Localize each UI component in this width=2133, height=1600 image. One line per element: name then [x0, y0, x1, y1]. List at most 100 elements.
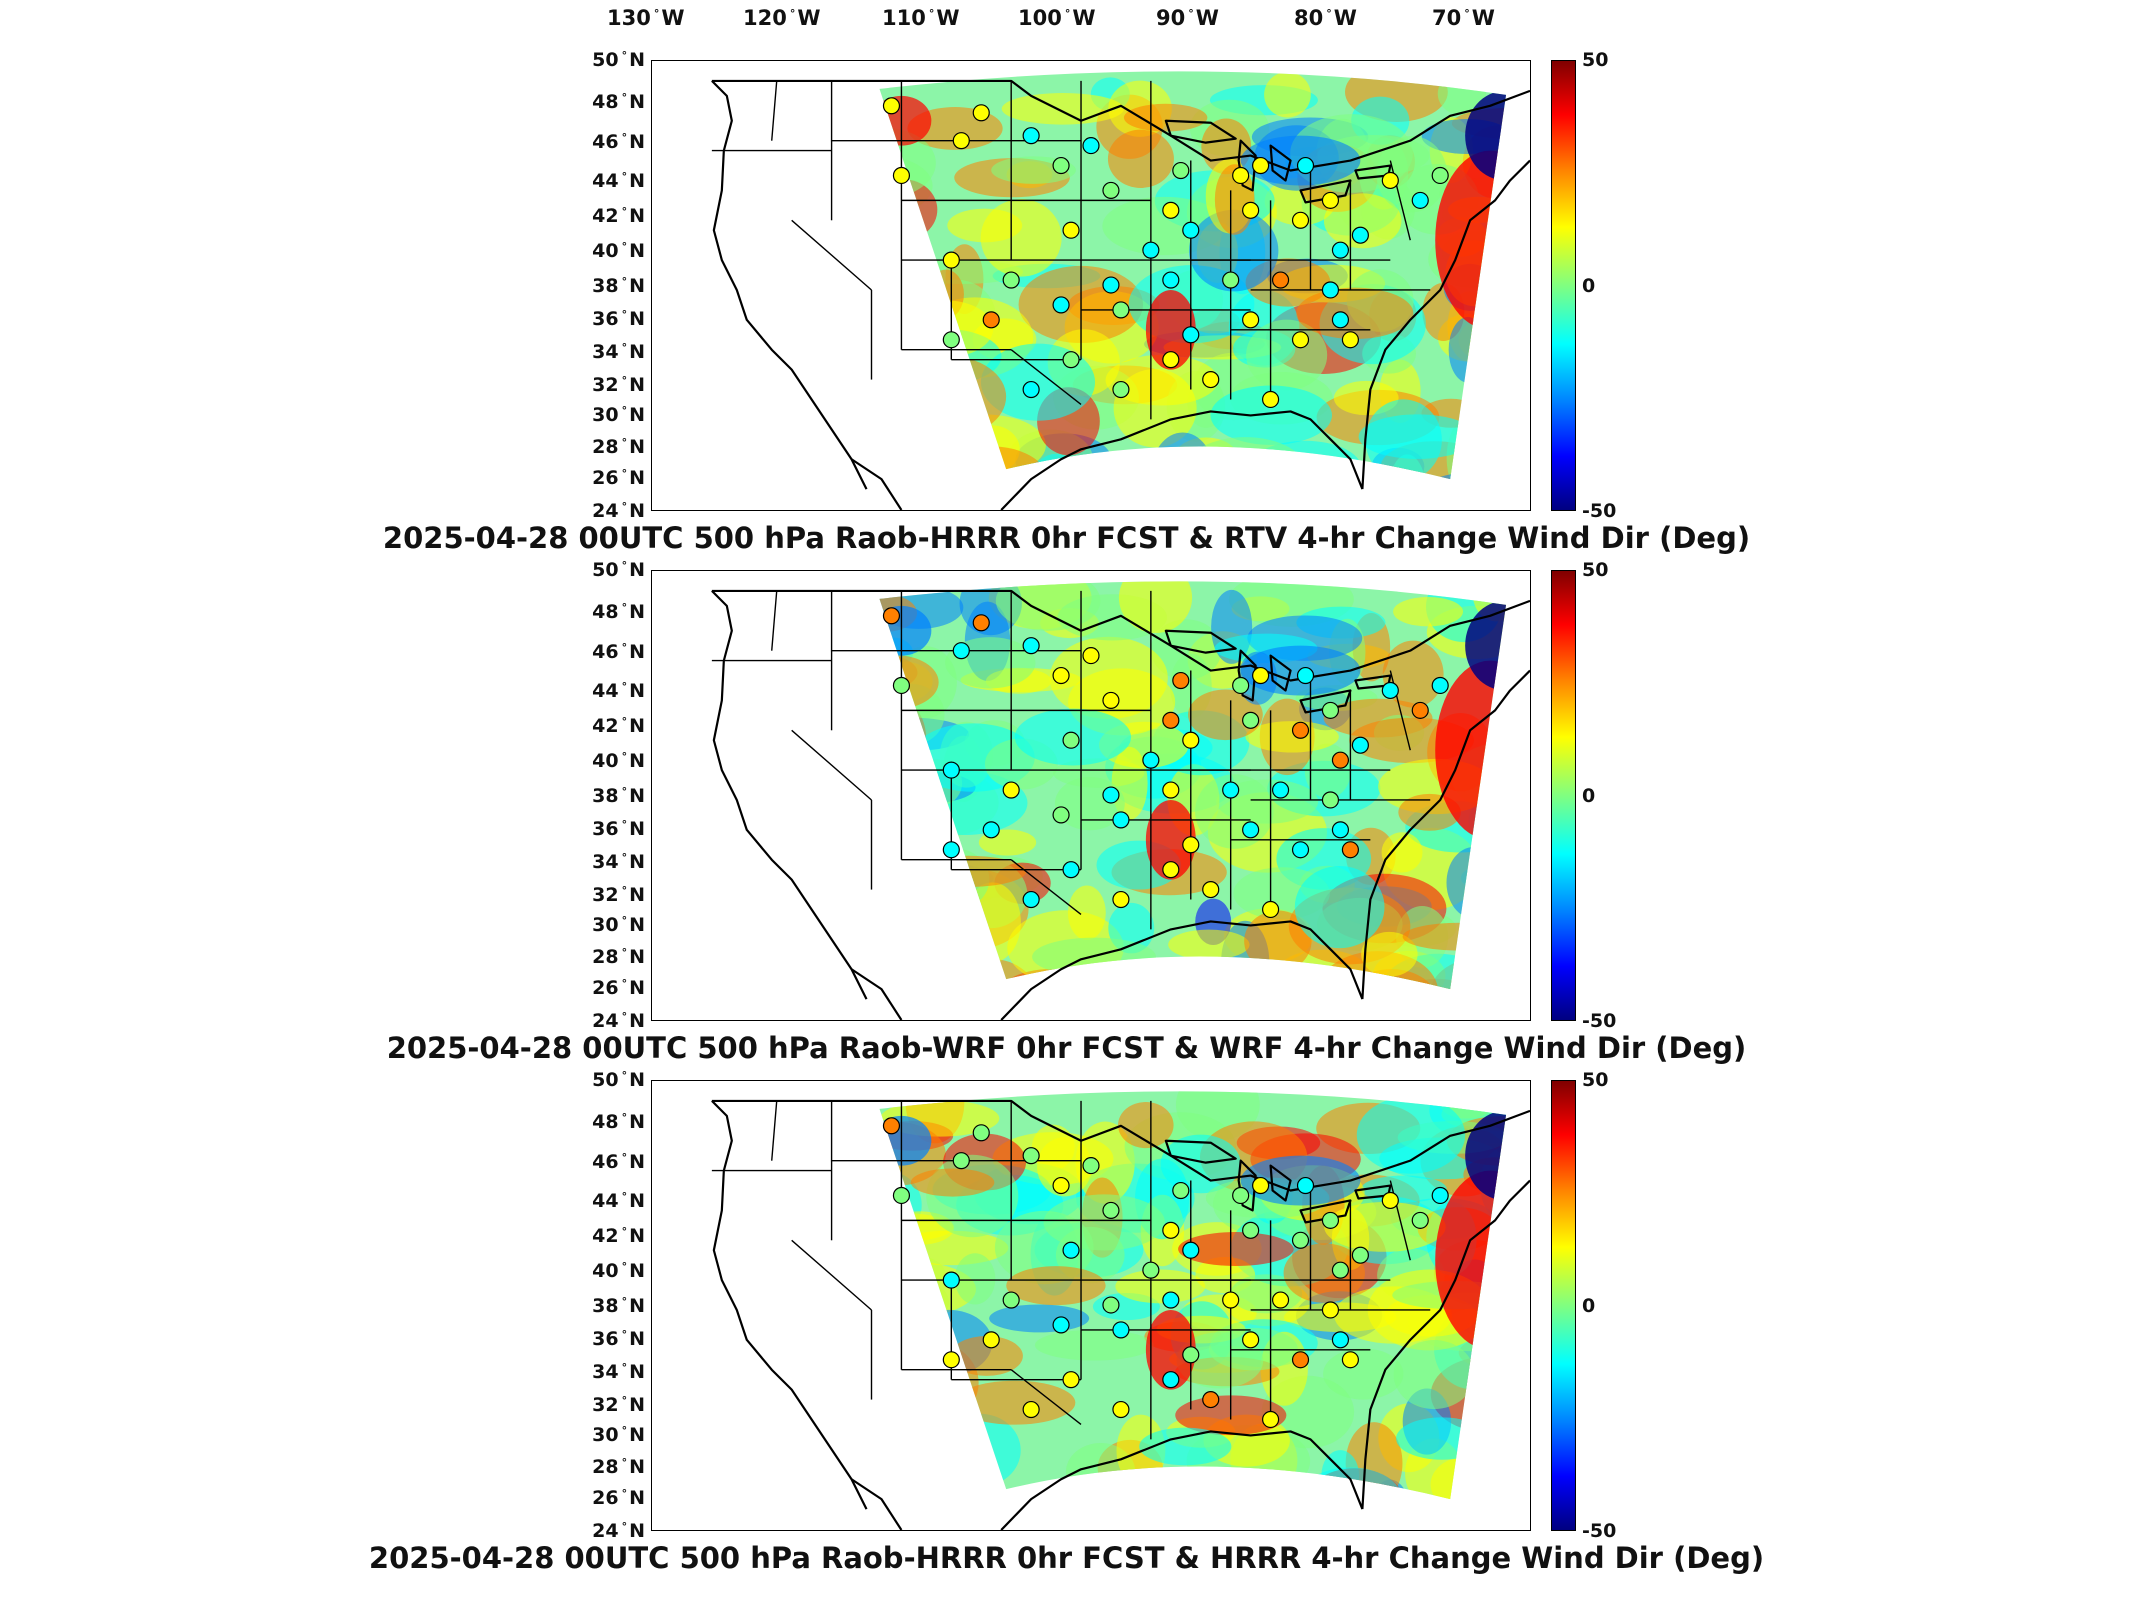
raob-station-marker — [972, 1124, 990, 1142]
raob-station-marker — [1162, 861, 1180, 879]
raob-station-marker — [1331, 311, 1350, 329]
raob-station-marker — [1351, 736, 1369, 754]
raob-station-marker — [1112, 1321, 1130, 1339]
raob-station-marker — [1102, 691, 1120, 709]
latitude-label: 30 ° N — [592, 914, 645, 936]
label-direction: W — [1333, 6, 1357, 30]
label-direction: N — [629, 467, 645, 490]
raob-station-marker — [1112, 1400, 1130, 1419]
raob-station-marker — [1022, 380, 1040, 399]
label-direction: N — [629, 374, 645, 397]
degree-symbol: ° — [621, 1360, 628, 1374]
degree-symbol: ° — [621, 169, 628, 183]
raob-station-marker — [1271, 271, 1290, 289]
label-direction: N — [629, 785, 645, 808]
raob-station-marker — [1291, 331, 1310, 349]
label-degrees: 36 — [592, 1328, 619, 1351]
raob-station-marker — [1331, 1331, 1350, 1349]
map-panel: 50 ° N 48 ° N 46 ° N 44 ° N 42 ° N 40 ° N 38 ° N 36 ° N 34 ° N 32 ° N… — [0, 559, 2133, 1070]
raob-station-marker — [1381, 681, 1399, 700]
raob-station-marker — [952, 1152, 970, 1170]
raob-station-marker — [1002, 271, 1020, 289]
raob-station-marker — [1002, 781, 1020, 799]
label-degrees: 46 — [592, 131, 619, 154]
colorbar — [1551, 570, 1576, 1021]
label-direction: N — [629, 750, 645, 773]
latitude-label: 30 ° N — [592, 404, 645, 426]
map-panel: 50 ° N 48 ° N 46 ° N 44 ° N 42 ° N 40 ° N 38 ° N 36 ° N 34 ° N 32 ° N… — [0, 1069, 2133, 1580]
label-degrees: 70 — [1432, 6, 1462, 30]
raob-station-marker — [1162, 351, 1180, 369]
label-degrees: 48 — [592, 601, 619, 624]
label-degrees: 38 — [592, 785, 619, 808]
degree-symbol: ° — [621, 499, 628, 513]
raob-station-marker — [952, 132, 970, 150]
raob-station-marker — [942, 331, 960, 349]
degree-symbol: ° — [621, 274, 628, 288]
state-borders — [711, 1100, 1431, 1440]
raob-station-marker — [882, 607, 901, 625]
raob-station-marker — [1331, 1261, 1350, 1279]
degree-symbol: ° — [621, 945, 628, 959]
raob-station-marker — [1331, 241, 1350, 259]
label-direction: N — [629, 946, 645, 969]
raob-station-marker — [1431, 166, 1449, 185]
raob-station-marker — [1022, 890, 1040, 909]
raob-station-marker — [1052, 1176, 1070, 1195]
colorbar-tick-label: 50 — [1582, 1069, 1609, 1091]
degree-symbol: ° — [621, 466, 628, 480]
raob-station-marker — [1411, 701, 1429, 719]
raob-station-marker — [1431, 1186, 1449, 1205]
raob-station-marker — [1062, 1241, 1080, 1259]
label-direction: N — [629, 1328, 645, 1351]
latitude-label: 42 ° N — [592, 205, 645, 227]
raob-station-marker — [1182, 1241, 1200, 1259]
longitude-label: 120 °W — [743, 6, 821, 30]
degree-symbol: ° — [653, 7, 660, 20]
label-degrees: 130 — [607, 6, 651, 30]
latitude-axis: 50 ° N 48 ° N 46 ° N 44 ° N 42 ° N 40 ° N 38 ° N 36 ° N 34 ° N 32 ° N… — [560, 49, 645, 522]
label-degrees: 26 — [592, 467, 619, 490]
label-degrees: 32 — [592, 1394, 619, 1417]
raob-station-marker — [1331, 751, 1350, 769]
degree-symbol: ° — [621, 600, 628, 614]
degree-symbol: ° — [621, 976, 628, 990]
panel-title: 2025-04-28 00UTC 500 hPa Raob-HRRR 0hr F… — [382, 521, 1751, 555]
degree-symbol: ° — [621, 340, 628, 354]
raob-station-marker — [1142, 751, 1160, 769]
degree-symbol: ° — [621, 48, 628, 62]
degree-symbol: ° — [621, 1150, 628, 1164]
degree-symbol: ° — [621, 1259, 628, 1273]
raob-station-marker — [1022, 637, 1040, 655]
raob-station-marker — [942, 1351, 960, 1369]
latitude-label: 34 ° N — [592, 1361, 645, 1383]
raob-station-marker — [1172, 671, 1190, 690]
raob-station-marker — [1291, 1231, 1310, 1249]
label-degrees: 24 — [592, 1520, 619, 1543]
label-degrees: 36 — [592, 308, 619, 331]
panel-title: 2025-04-28 00UTC 500 hPa Raob-HRRR 0hr F… — [368, 1541, 1765, 1575]
raob-station-marker — [1262, 390, 1280, 409]
raob-station-marker — [1351, 226, 1369, 244]
label-degrees: 42 — [592, 1225, 619, 1248]
raob-station-marker — [1022, 1147, 1040, 1165]
raob-station-marker — [1242, 711, 1260, 729]
label-direction: N — [629, 1260, 645, 1283]
degree-symbol: ° — [621, 373, 628, 387]
degree-symbol: ° — [621, 90, 628, 104]
latitude-label: 40 ° N — [592, 240, 645, 262]
raob-station-marker — [1162, 781, 1180, 799]
degree-symbol: ° — [621, 883, 628, 897]
label-degrees: 30 — [592, 404, 619, 427]
degree-symbol: ° — [621, 204, 628, 218]
raob-stations — [882, 97, 1449, 409]
label-direction: N — [629, 1520, 645, 1543]
colorbar-tick-label: 0 — [1582, 1294, 1596, 1317]
raob-station-marker — [1222, 781, 1240, 799]
degree-symbol: ° — [621, 913, 628, 927]
label-degrees: 38 — [592, 1295, 619, 1318]
label-direction: N — [629, 818, 645, 841]
label-direction: W — [661, 6, 685, 30]
raob-station-marker — [1411, 191, 1429, 209]
label-direction: N — [629, 1225, 645, 1248]
